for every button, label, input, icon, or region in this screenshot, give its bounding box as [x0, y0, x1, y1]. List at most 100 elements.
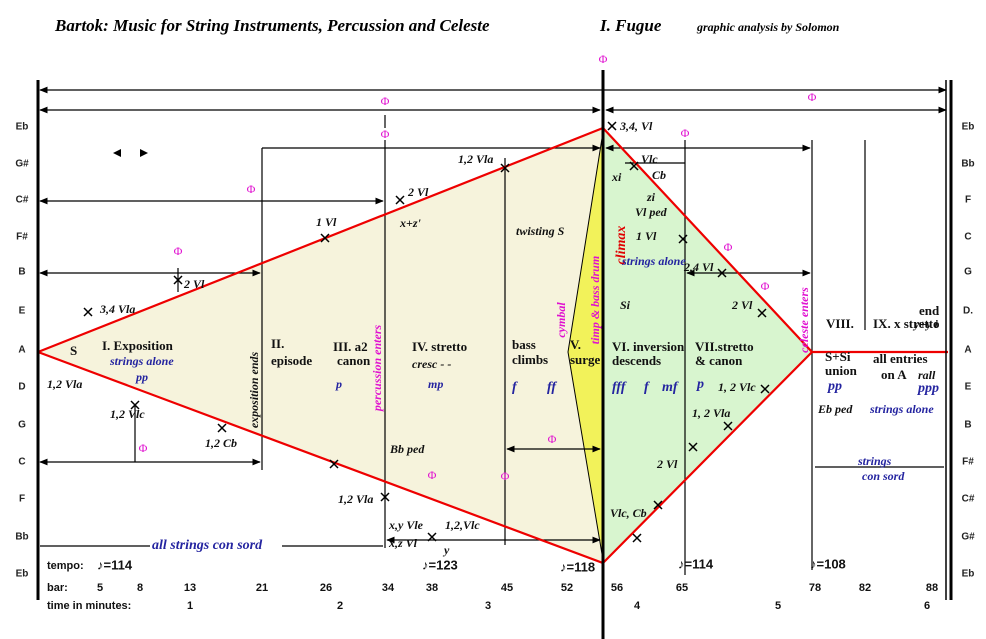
annotation: 1,2 Vlc: [110, 407, 145, 421]
entry-mark: [678, 234, 688, 244]
pitch-label: A: [18, 345, 25, 356]
annotation: timp & bass drum: [588, 256, 602, 344]
credit: graphic analysis by Solomon: [696, 20, 840, 34]
annotation: III. a2: [333, 339, 368, 354]
bar-number: 13: [184, 582, 196, 594]
entry-mark: [717, 268, 727, 278]
annotation: all strings con sord: [152, 538, 263, 553]
entry-mark: [757, 308, 767, 318]
entry-mark: [629, 161, 639, 171]
annotation: 1,2 Vla: [338, 492, 373, 506]
golden-section: Φ: [761, 279, 770, 293]
annotation: f: [512, 380, 518, 395]
title: Bartok: Music for String Instruments, Pe…: [54, 16, 490, 35]
golden-section: Φ: [381, 94, 390, 108]
entry-mark: [83, 307, 93, 317]
annotation: all entries: [873, 351, 928, 366]
pitch-label: C: [18, 457, 25, 468]
pitch-label: E: [965, 382, 972, 393]
annotation: rall: [918, 368, 936, 382]
annotation: x+z': [399, 216, 422, 230]
annotation: S+Si: [825, 349, 851, 364]
golden-section: Φ: [381, 127, 390, 141]
pitch-label: F#: [16, 232, 28, 243]
entry-mark: [653, 500, 663, 510]
pitch-label: G#: [961, 532, 975, 543]
annotation: cresc - -: [412, 357, 451, 371]
annotation: surge: [570, 352, 601, 367]
annotation: strings: [857, 454, 892, 468]
annotation: end: [919, 303, 940, 318]
annotation: 1, 2 Vla: [692, 406, 730, 420]
annotation: xi: [611, 170, 622, 184]
golden-section: Φ: [724, 240, 733, 254]
entry-mark: [130, 400, 140, 410]
bar-number: 56: [611, 582, 623, 594]
pitch-label: B: [964, 420, 971, 431]
bar-number: 26: [320, 582, 332, 594]
annotation: 2,4 Vl: [683, 260, 714, 274]
entry-mark: [395, 195, 405, 205]
annotation: Vlc: [641, 152, 658, 166]
annotation: 3,4 Vla: [99, 302, 135, 316]
entry-mark: [320, 233, 330, 243]
bar-number: 5: [97, 582, 103, 594]
annotation: 1 Vl: [636, 229, 657, 243]
annotation: twisting S: [516, 224, 565, 238]
entry-marks: [83, 121, 770, 543]
annotation: Vl ped: [635, 205, 668, 219]
annotation: union: [825, 363, 858, 378]
annotation: 3,4, Vl: [619, 119, 653, 133]
annotation: strings alone: [869, 402, 934, 416]
bar-number: 21: [256, 582, 268, 594]
golden-section: Φ: [247, 182, 256, 196]
bar-label: bar:: [47, 582, 68, 594]
tempo: ♪=114: [97, 557, 133, 572]
pitch-label: G: [964, 267, 972, 278]
pitch-label: Eb: [962, 122, 975, 133]
entry-mark: [427, 532, 437, 542]
annotation: ppp: [917, 381, 939, 396]
pitch-label: Eb: [962, 569, 975, 580]
annotation: Bb ped: [389, 442, 425, 456]
bar-number: 78: [809, 582, 821, 594]
annotation: f: [644, 380, 650, 395]
golden-section: Φ: [501, 469, 510, 483]
entry-mark: [723, 421, 733, 431]
annotation: climax: [614, 226, 629, 265]
annotation: p: [335, 377, 342, 391]
entry-mark: [217, 423, 227, 433]
annotation: x,z Vl: [388, 536, 418, 550]
annotation: climbs: [512, 352, 548, 367]
tempo-label: tempo:: [47, 560, 84, 572]
minute: 4: [634, 600, 641, 612]
bar-number: 88: [926, 582, 938, 594]
annotation: IV. stretto: [412, 339, 467, 354]
golden-section: Φ: [139, 441, 148, 455]
entry-mark: [607, 121, 617, 131]
bar-number: 65: [676, 582, 688, 594]
annotation: 1, 2 Vlc: [718, 380, 756, 394]
pitch-label: C#: [962, 494, 975, 505]
pitch-label: F: [965, 195, 971, 206]
annotation: VIII.: [826, 316, 854, 331]
movement: I. Fugue: [599, 16, 662, 35]
entry-mark: [380, 492, 390, 502]
annotation: strings alone: [109, 354, 174, 368]
minute: 6: [924, 600, 930, 612]
annotation: S: [70, 343, 77, 358]
entry-mark: [173, 275, 183, 285]
annotation: 2 Vl: [407, 185, 429, 199]
shapes: [36, 70, 953, 639]
bar-number: 34: [382, 582, 395, 594]
annotation: 1,2 Vla: [47, 377, 82, 391]
pitch-label: Eb: [16, 569, 29, 580]
minute: 1: [187, 600, 193, 612]
bar-number: 82: [859, 582, 871, 594]
annotation: p: [696, 377, 704, 392]
annotation: pp: [827, 379, 842, 394]
annotation: zi: [646, 190, 656, 204]
golden-section: Φ: [428, 468, 437, 482]
tempo: ♪=108: [810, 556, 846, 571]
